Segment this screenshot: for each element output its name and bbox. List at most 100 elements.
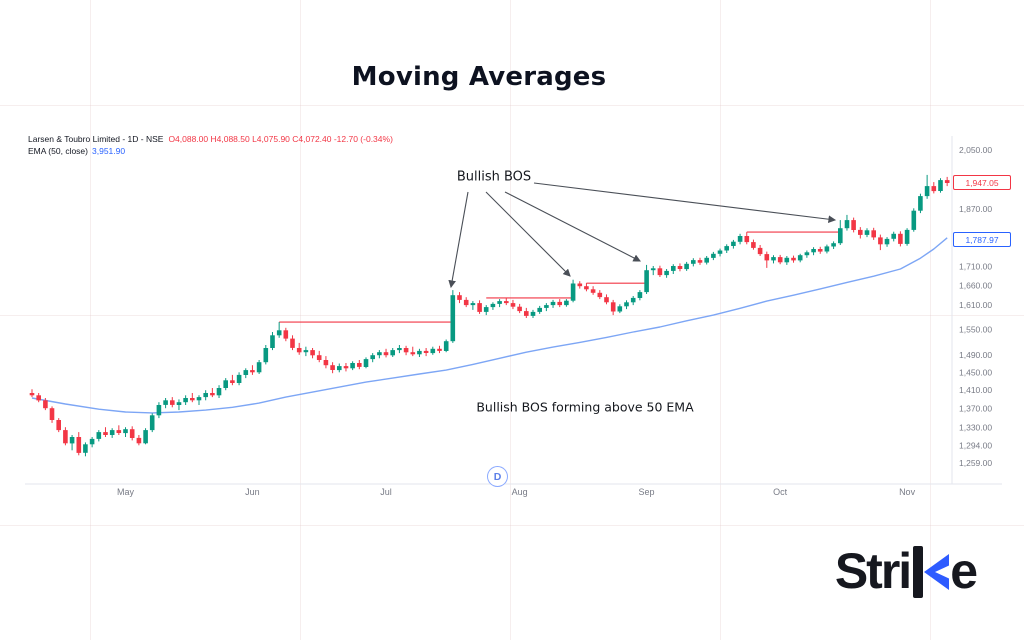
- ema-line: [31, 237, 948, 414]
- ohlc-values: O4,088.00 H4,088.50 L4,075.90 C4,072.40 …: [168, 134, 393, 144]
- candle-body: [276, 330, 282, 336]
- candle-body: [316, 355, 322, 360]
- candle-body: [270, 335, 275, 348]
- candle-body: [944, 180, 950, 183]
- candle-body: [657, 268, 663, 276]
- interval-letter: D: [493, 470, 502, 483]
- legend-symbol-row[interactable]: Larsen & Toubro Limited - 1D - NSE O4,088…: [28, 133, 393, 145]
- candle-body: [584, 286, 589, 290]
- candle-body: [69, 437, 75, 444]
- candle-body: [731, 241, 736, 246]
- price-tick-label: 1,450.00: [959, 367, 992, 377]
- logo-text-prefix: Stri: [834, 543, 912, 599]
- bos-arrow: [485, 191, 571, 277]
- candle-body: [129, 429, 135, 438]
- candle-body: [296, 348, 302, 353]
- candle-body: [904, 229, 910, 244]
- bos-arrow: [533, 182, 837, 224]
- candle-body: [898, 233, 903, 244]
- resistance-lines: [279, 231, 841, 323]
- candle-body: [483, 307, 489, 312]
- candle-body: [564, 300, 569, 306]
- candle-body: [210, 393, 215, 396]
- candle-body: [390, 350, 395, 356]
- candle-body: [617, 306, 623, 312]
- price-tick-label: 1,370.00: [959, 404, 992, 414]
- candle-body: [717, 250, 723, 254]
- candle-body: [544, 305, 549, 308]
- strike-logo: Stri e: [834, 543, 978, 599]
- candle-body: [250, 370, 255, 373]
- candle-body: [176, 402, 182, 405]
- indicator-label: EMA (50, close): [28, 146, 88, 156]
- candle-body: [510, 303, 516, 307]
- candle-body: [430, 348, 436, 354]
- candle-body: [230, 380, 235, 383]
- price-tick-label: 1,550.00: [959, 324, 992, 334]
- axis-separators: [25, 136, 1002, 485]
- candle-body: [570, 283, 576, 301]
- candle-body: [216, 388, 222, 396]
- candle-body: [463, 299, 469, 306]
- candle-body: [624, 302, 629, 307]
- candle-body: [697, 260, 703, 263]
- month-tick-label: May: [117, 487, 135, 497]
- candle-body: [96, 432, 102, 439]
- logo-text-suffix: e: [950, 543, 978, 599]
- candle-body: [143, 430, 148, 444]
- candle-body: [884, 238, 890, 245]
- candle-body: [383, 352, 389, 356]
- candle-body: [757, 247, 763, 255]
- month-tick-label: Aug: [512, 487, 528, 497]
- candle-body: [691, 260, 696, 264]
- candle-body: [637, 292, 643, 298]
- candle-body: [664, 270, 669, 276]
- candle-body: [878, 237, 883, 245]
- candle-body: [337, 366, 342, 371]
- candle-body: [577, 283, 583, 287]
- price-axis[interactable]: 2,050.00 1,870.00 1,710.00 1,660.00 1,610.00…: [959, 145, 992, 468]
- candle-body: [524, 311, 529, 316]
- interval-circle-button[interactable]: D: [487, 466, 508, 487]
- candle-body: [190, 398, 195, 401]
- price-tick-label: 1,294.00: [959, 440, 992, 450]
- candle-body: [704, 257, 709, 263]
- candle-body: [744, 236, 750, 243]
- time-axis[interactable]: May Jun Jul Aug Sep Oct Nov: [117, 487, 916, 497]
- candle-body: [63, 430, 68, 444]
- candle-body: [410, 352, 416, 355]
- candle-body: [784, 257, 790, 263]
- candle-body: [684, 263, 689, 270]
- candle-body: [357, 363, 362, 367]
- bullish-bos-label: Bullish BOS: [456, 169, 532, 185]
- month-tick-label: Nov: [899, 487, 916, 497]
- candle-body: [136, 437, 142, 444]
- candle-body: [817, 249, 823, 252]
- candle-body: [203, 393, 208, 398]
- bos-caption-text: Bullish BOS forming above 50 EMA: [476, 399, 694, 415]
- candle-body: [931, 186, 937, 192]
- candle-body: [183, 398, 188, 403]
- candle-body: [36, 395, 41, 401]
- candle-body: [343, 366, 349, 369]
- candle-body: [497, 301, 502, 304]
- candle-body: [423, 350, 429, 353]
- legend-indicator-row[interactable]: EMA (50, close) 3,951.90: [28, 145, 393, 157]
- page-title: Moving Averages: [351, 62, 607, 92]
- candle-body: [677, 266, 683, 269]
- candle-body: [163, 400, 168, 405]
- candle-body: [49, 408, 55, 420]
- candle-body: [557, 301, 562, 306]
- candle-body: [450, 295, 456, 342]
- candle-body: [938, 180, 943, 191]
- candle-body: [824, 246, 830, 252]
- candle-body: [303, 350, 309, 353]
- candle-body: [530, 311, 536, 316]
- candle-body: [764, 254, 770, 261]
- candle-body: [76, 437, 82, 453]
- logo-k-arrow-icon: [913, 546, 950, 598]
- symbol-title: Larsen & Toubro Limited - 1D - NSE: [28, 134, 164, 144]
- bos-arrow: [504, 191, 641, 262]
- candle-body: [170, 400, 175, 405]
